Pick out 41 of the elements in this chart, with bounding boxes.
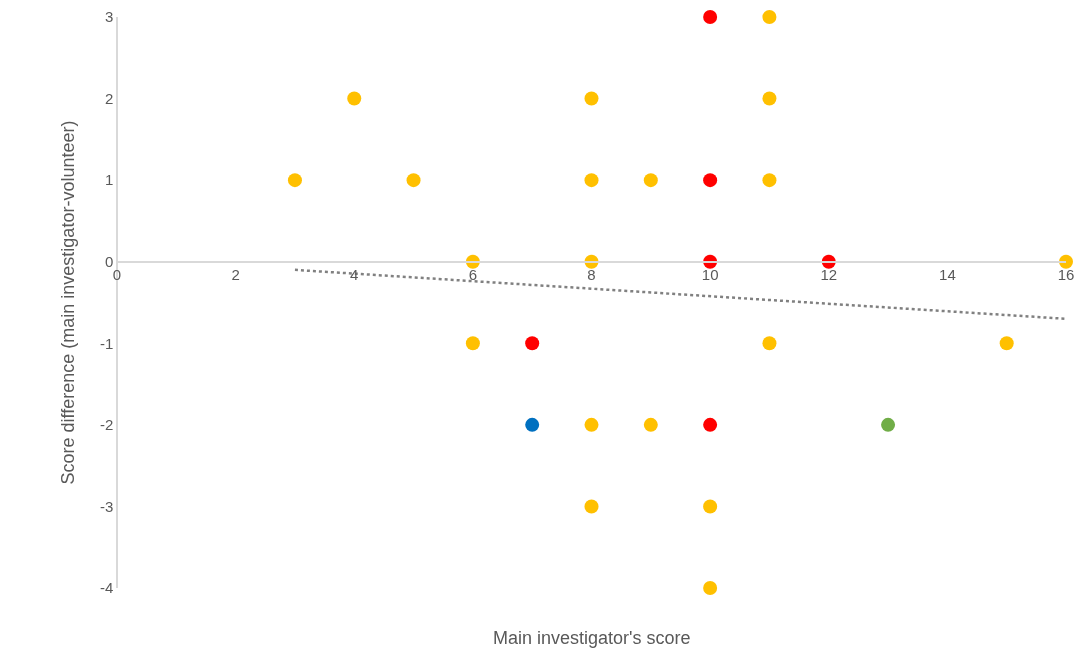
- point: [347, 91, 362, 106]
- y-tick-label: -3: [99, 497, 114, 515]
- point: [525, 336, 540, 351]
- point: [703, 499, 718, 514]
- point: [643, 173, 658, 188]
- x-tick-label: 8: [587, 266, 596, 284]
- point: [584, 417, 599, 432]
- y-axis-title: Score difference (main investigator-volunteer): [57, 120, 78, 485]
- x-tick-label: 14: [939, 266, 956, 284]
- point: [762, 91, 777, 106]
- point: [881, 417, 896, 432]
- point: [703, 417, 718, 432]
- point: [584, 499, 599, 514]
- point: [584, 173, 599, 188]
- x-tick-label: 12: [820, 266, 838, 284]
- point: [703, 10, 718, 24]
- y-tick-label: 0: [104, 252, 114, 270]
- point: [1059, 254, 1073, 269]
- point: [287, 173, 302, 188]
- y-tick-label: -4: [99, 579, 114, 597]
- point: [999, 336, 1014, 351]
- x-tick-label: 16: [1057, 266, 1075, 284]
- point: [643, 417, 658, 432]
- y-tick-label: 2: [104, 89, 114, 107]
- point: [584, 91, 599, 106]
- point: [762, 173, 777, 188]
- point: [762, 10, 777, 24]
- point: [465, 336, 480, 351]
- y-tick-label: 1: [104, 171, 114, 189]
- point: [406, 173, 421, 188]
- y-tick-label: -2: [99, 416, 114, 434]
- point: [762, 336, 777, 351]
- point: [525, 417, 540, 432]
- point: [703, 173, 718, 188]
- point: [703, 581, 718, 595]
- x-tick-label: 6: [468, 266, 478, 284]
- y-tick-label: 3: [104, 8, 114, 26]
- x-tick-label: 2: [231, 266, 240, 284]
- x-tick-label: 10: [701, 266, 719, 284]
- x-axis-title: Main investigator's score: [493, 628, 691, 648]
- y-tick-label: -1: [99, 334, 114, 352]
